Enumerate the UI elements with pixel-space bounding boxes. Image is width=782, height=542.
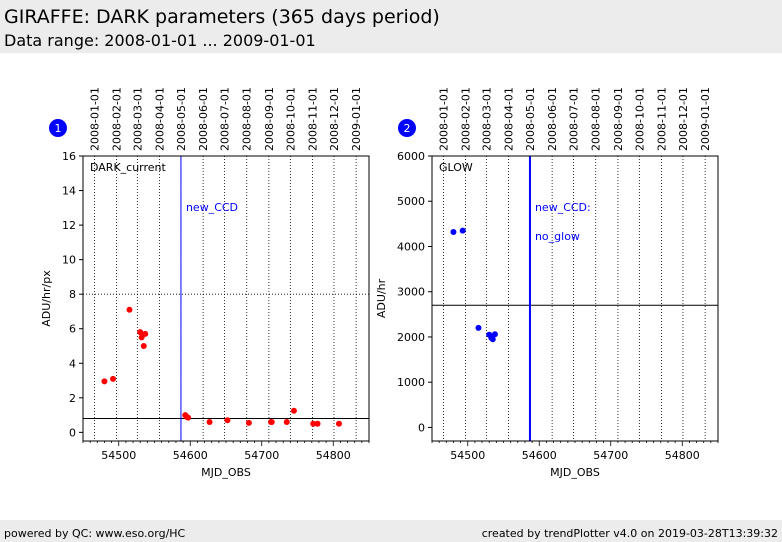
data-point — [450, 229, 457, 235]
date-tick-label: 2008-05-01 — [524, 87, 537, 151]
date-tick-label: 2008-01-01 — [88, 87, 101, 151]
data-point — [224, 417, 231, 424]
footer-created-by: created by trendPlotter v4.0 on 2019-03-… — [481, 527, 778, 540]
date-tick-label: 2008-02-01 — [460, 87, 473, 151]
data-point — [283, 419, 290, 425]
event-label: no_glow — [535, 230, 580, 243]
y-tick-label: 12 — [62, 219, 76, 232]
report-header: GIRAFFE: DARK parameters (365 days perio… — [0, 0, 782, 53]
y-tick-label: 3000 — [397, 286, 425, 299]
data-point — [489, 336, 496, 343]
plot-frame — [431, 155, 719, 442]
data-point — [459, 227, 466, 234]
data-point — [268, 419, 275, 425]
date-tick-label: 2008-04-01 — [503, 87, 516, 151]
y-tick-label: 16 — [62, 150, 76, 163]
date-tick-label: 2009-01-01 — [350, 87, 363, 151]
x-tick-label: 54800 — [665, 449, 700, 462]
y-tick-label: 5000 — [397, 195, 425, 208]
panel-number: 2 — [404, 122, 411, 135]
date-tick-label: 2009-01-01 — [699, 87, 712, 151]
date-tick-label: 2008-05-01 — [175, 87, 188, 151]
y-tick-label: 2 — [69, 392, 76, 405]
x-axis-label: MJD_OBS — [201, 466, 251, 479]
y-axis-label: ADU/hr/px — [40, 270, 53, 327]
chart-panel-1: 2008-01-01 2008-02-01 2008-03-01 2008-04-01… — [40, 87, 370, 479]
y-tick-label: 1000 — [397, 376, 425, 389]
x-tick-label: 54500 — [101, 449, 136, 462]
date-tick-label: 2008-08-01 — [241, 87, 254, 151]
data-point — [310, 420, 317, 427]
chart-panel-2: 2008-01-01 2008-02-01 2008-03-01 2008-04-01… — [375, 87, 719, 479]
data-point — [185, 414, 192, 421]
data-point — [314, 420, 321, 427]
y-tick-label: 4 — [69, 357, 76, 370]
footer-powered-by: powered by QC: www.eso.org/HC — [4, 527, 186, 540]
data-point — [126, 306, 133, 313]
date-tick-label: 2008-07-01 — [219, 87, 232, 151]
y-tick-label: 6000 — [397, 150, 425, 163]
panel-title: DARK_current — [90, 161, 167, 174]
y-tick-label: 2000 — [397, 331, 425, 344]
x-tick-label: 54600 — [173, 449, 208, 462]
y-tick-label: 10 — [62, 254, 76, 267]
date-tick-label: 2008-10-01 — [284, 87, 297, 151]
y-tick-label: 0 — [69, 426, 76, 439]
y-axis-label: ADU/hr — [375, 278, 388, 318]
page-subtitle: Data range: 2008-01-01 ... 2009-01-01 — [4, 31, 316, 50]
data-point — [142, 330, 149, 337]
y-tick-label: 8 — [69, 288, 76, 301]
date-tick-label: 2008-01-01 — [437, 87, 450, 151]
data-point — [206, 419, 213, 425]
date-tick-label: 2008-03-01 — [131, 87, 144, 151]
date-tick-label: 2008-06-01 — [197, 87, 210, 151]
date-tick-label: 2008-07-01 — [568, 87, 581, 151]
date-tick-label: 2008-09-01 — [263, 87, 276, 151]
panel-number: 1 — [55, 122, 62, 135]
date-tick-label: 2008-03-01 — [480, 87, 493, 151]
x-tick-label: 54600 — [522, 449, 557, 462]
date-tick-label: 2008-09-01 — [612, 87, 625, 151]
x-tick-label: 54700 — [593, 449, 628, 462]
date-tick-label: 2008-08-01 — [590, 87, 603, 151]
report-footer: powered by QC: www.eso.org/HC created by… — [0, 520, 782, 542]
data-point — [245, 419, 252, 426]
date-tick-label: 2008-02-01 — [111, 87, 124, 151]
date-tick-label: 2008-06-01 — [546, 87, 559, 151]
panel-number-badge — [49, 119, 67, 137]
data-point — [475, 324, 482, 331]
data-point — [110, 375, 117, 382]
date-tick-label: 2008-04-01 — [154, 87, 167, 151]
date-tick-label: 2008-11-01 — [656, 87, 669, 151]
x-tick-label: 54700 — [244, 449, 279, 462]
y-tick-label: 6 — [69, 323, 76, 336]
x-tick-label: 54500 — [450, 449, 485, 462]
data-point — [491, 331, 498, 338]
data-point — [140, 343, 147, 349]
data-point — [101, 378, 108, 385]
x-tick-label: 54800 — [316, 449, 351, 462]
data-point — [290, 407, 297, 414]
event-label: new_CCD — [186, 201, 238, 214]
plot-frame — [82, 155, 370, 442]
y-tick-label: 14 — [62, 185, 76, 198]
event-label: new_CCD: — [535, 201, 591, 214]
date-tick-label: 2008-12-01 — [677, 87, 690, 151]
y-tick-label: 0 — [418, 421, 425, 434]
panel-number-badge — [398, 119, 416, 137]
page-title: GIRAFFE: DARK parameters (365 days perio… — [4, 6, 440, 28]
date-tick-label: 2008-11-01 — [307, 87, 320, 151]
date-tick-label: 2008-10-01 — [633, 87, 646, 151]
date-tick-label: 2008-12-01 — [328, 87, 341, 151]
data-point — [137, 329, 144, 336]
x-axis-label: MJD_OBS — [550, 466, 600, 479]
panel-title: GLOW — [439, 161, 473, 174]
y-tick-label: 4000 — [397, 240, 425, 253]
data-point — [335, 420, 342, 427]
